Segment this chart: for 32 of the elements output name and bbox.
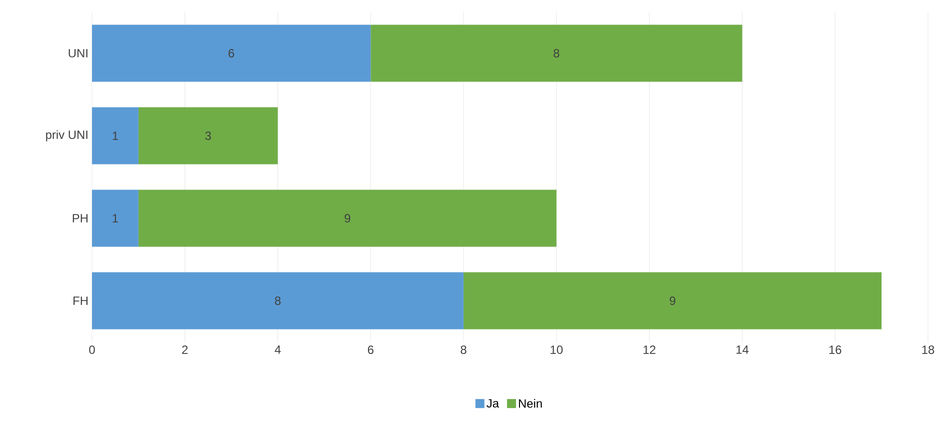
data-label: 9	[670, 296, 676, 305]
bar	[92, 190, 138, 247]
x-tick-label: 4	[274, 346, 281, 354]
x-tick-label: 0	[89, 346, 95, 354]
data-label: 9	[344, 214, 350, 222]
y-tick-label: PH	[72, 214, 88, 222]
data-label: 3	[205, 132, 211, 140]
legend-label: Ja	[486, 399, 500, 408]
data-label: 6	[228, 49, 234, 58]
bar	[92, 272, 464, 330]
x-tick-label: 12	[644, 346, 656, 354]
x-tick-label: 16	[829, 346, 842, 354]
x-tick-label: 8	[460, 346, 466, 354]
y-tick-label: FH	[74, 296, 88, 305]
x-tick-label: 10	[550, 346, 563, 354]
y-tick-label: UNI	[68, 49, 88, 58]
data-label: 1	[112, 214, 118, 222]
x-tick-label: 6	[368, 346, 374, 354]
x-tick-label: 2	[182, 346, 188, 354]
x-tick-label: 18	[922, 346, 934, 354]
bar	[464, 272, 882, 330]
legend-label: Nein	[519, 398, 542, 408]
data-label: 8	[554, 49, 560, 58]
bar	[92, 24, 371, 82]
bar	[370, 24, 742, 82]
data-label: 1	[112, 132, 118, 140]
data-label: 8	[274, 296, 281, 305]
bar	[138, 107, 278, 164]
x-tick-label: 14	[736, 346, 749, 354]
bar	[138, 190, 556, 247]
y-tick-label: priv UNI	[46, 130, 88, 142]
bar	[92, 107, 138, 164]
